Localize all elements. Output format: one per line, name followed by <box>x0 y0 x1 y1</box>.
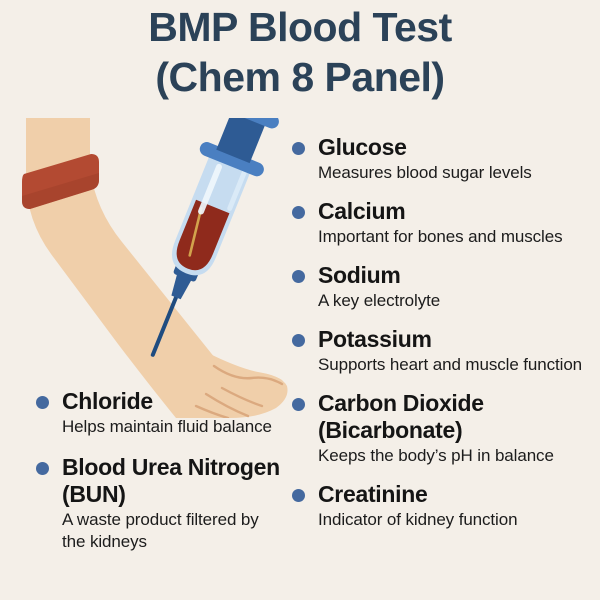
analyte-description: A waste product filtered by the kidneys <box>62 510 259 551</box>
page-title: BMP Blood Test (Chem 8 Panel) <box>0 2 600 102</box>
bullet-icon <box>292 142 305 155</box>
analyte-name: Creatinine <box>318 481 428 507</box>
bullet-icon <box>292 206 305 219</box>
hand-crease-lines <box>194 364 284 418</box>
list-item: Chloride Helps maintain fluid balance <box>30 388 282 438</box>
bullet-icon <box>36 396 49 409</box>
arm-with-syringe-illustration <box>0 118 290 418</box>
analyte-name: Chloride <box>62 388 153 414</box>
analyte-description: Helps maintain fluid balance <box>62 417 272 436</box>
bullet-icon <box>292 334 305 347</box>
analyte-name: Sodium <box>318 262 401 288</box>
analyte-description: Supports heart and muscle function <box>318 355 583 374</box>
list-item: Creatinine Indicator of kidney function <box>286 481 600 531</box>
list-item: Potassium Supports heart and muscle func… <box>286 326 600 376</box>
syringe-plunger-rod <box>216 118 267 164</box>
list-item: Sodium A key electrolyte <box>286 262 600 312</box>
syringe-barrel-flange <box>199 142 264 177</box>
syringe-needle <box>150 293 179 357</box>
list-item: Glucose Measures blood sugar levels <box>286 134 600 184</box>
tourniquet-band <box>22 154 99 209</box>
analyte-list-right: Glucose Measures blood sugar levels Calc… <box>286 134 600 531</box>
analyte-description: Measures blood sugar levels <box>318 163 532 182</box>
analyte-description: A key electrolyte <box>318 291 441 310</box>
syringe-plunger-thumbrest <box>222 118 279 129</box>
analyte-name: Potassium <box>318 326 432 352</box>
analyte-description: Indicator of kidney function <box>318 510 518 529</box>
bullet-icon <box>292 489 305 502</box>
list-item: Carbon Dioxide (Bicarbonate) Keeps the b… <box>286 390 600 467</box>
list-item: Calcium Important for bones and muscles <box>286 198 600 248</box>
analyte-name: Calcium <box>318 198 406 224</box>
analyte-description: Important for bones and muscles <box>318 227 563 246</box>
list-item: Blood Urea Nitrogen (BUN) A waste produc… <box>30 454 282 553</box>
page-title-line-2: (Chem 8 Panel) <box>155 54 445 100</box>
bullet-icon <box>36 462 49 475</box>
analyte-name: Blood Urea Nitrogen (BUN) <box>62 454 280 507</box>
barrel-edge-highlight <box>227 169 247 211</box>
barrel-highlight <box>198 163 223 215</box>
syringe <box>150 118 279 357</box>
blood-highlight-line <box>188 206 203 257</box>
analyte-name: Carbon Dioxide (Bicarbonate) <box>318 390 484 443</box>
page-title-line-1: BMP Blood Test <box>148 4 452 50</box>
analyte-name: Glucose <box>318 134 407 160</box>
analyte-description: Keeps the body’s pH in balance <box>318 446 554 465</box>
analyte-list-left: Chloride Helps maintain fluid balance Bl… <box>30 388 282 553</box>
bullet-icon <box>292 398 305 411</box>
bullet-icon <box>292 270 305 283</box>
